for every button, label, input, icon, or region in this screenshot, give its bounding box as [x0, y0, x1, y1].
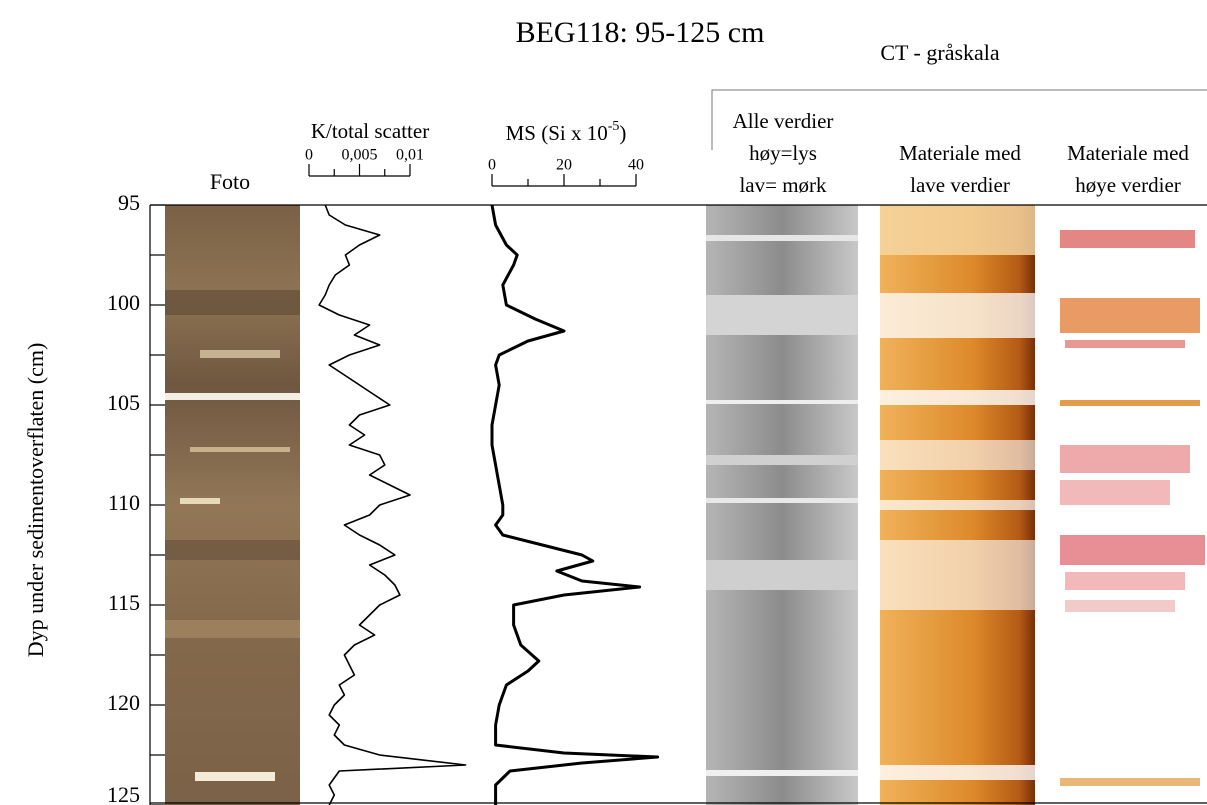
ms-title-part: MS (Si x 10	[506, 121, 608, 145]
ms-title-exp: -5	[608, 119, 620, 134]
ct-high-panel	[1050, 205, 1207, 805]
ct-low-panel	[880, 205, 1035, 805]
chart-title: BEG118: 95-125 cm	[516, 16, 765, 49]
panel-label: Foto	[210, 169, 250, 194]
panel-label: Materiale med	[1067, 141, 1189, 165]
ct-title: CT - gråskala	[880, 40, 1000, 65]
panel-label: lave verdier	[910, 173, 1010, 197]
x-tick-label: 0,005	[342, 147, 378, 164]
y-tick-label: 125	[107, 782, 140, 805]
y-tick-label: 105	[107, 390, 140, 415]
log-curve	[318, 204, 467, 805]
log-curve	[490, 204, 660, 805]
x-tick-label: 0	[488, 157, 496, 174]
panel-label: Materiale med	[899, 141, 1021, 165]
y-tick-label: 100	[107, 290, 140, 315]
ms-title-part: )	[619, 121, 626, 145]
y-axis-label: Dyp under sedimentoverflaten (cm)	[23, 343, 48, 658]
panel-label: Alle verdier	[733, 109, 834, 133]
x-tick-label: 0	[305, 147, 313, 164]
panel-label: lav= mørk	[739, 173, 827, 197]
x-tick-label: 0,01	[396, 147, 424, 164]
panel-label: høye verdier	[1075, 173, 1181, 197]
panel-label: høy=lys	[749, 141, 817, 165]
y-tick-label: 115	[108, 590, 140, 615]
y-tick-label: 110	[108, 490, 140, 515]
ms-axis-title: MS (Si x 10-5)	[506, 119, 627, 145]
y-tick-label: 95	[118, 190, 140, 215]
x-tick-label: 40	[628, 157, 644, 174]
y-tick-label: 120	[107, 690, 140, 715]
photo-panel	[165, 205, 300, 805]
ct-bracket	[711, 89, 1207, 150]
k-axis-title: K/total scatter	[311, 119, 429, 143]
x-tick-label: 20	[556, 157, 572, 174]
ct-gray-panel	[706, 205, 858, 805]
